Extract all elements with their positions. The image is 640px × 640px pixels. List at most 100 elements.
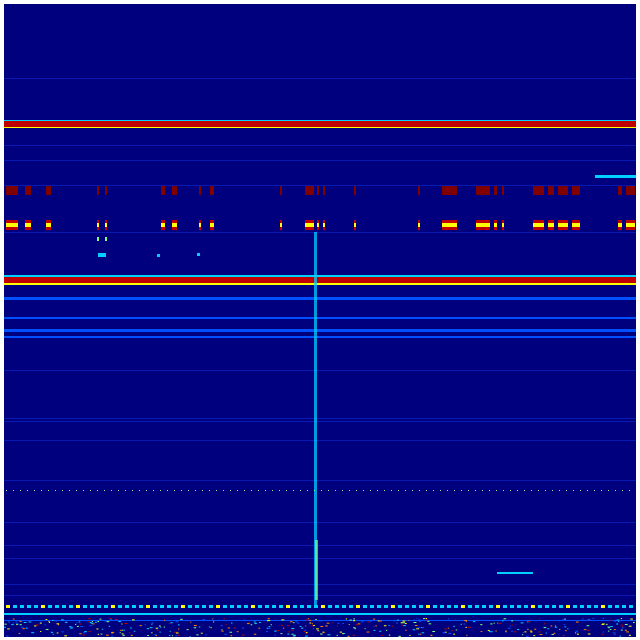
- noise-speck: [246, 623, 250, 625]
- noise-speck: [155, 635, 157, 637]
- noise-speck: [315, 618, 317, 620]
- noise-speck: [250, 624, 253, 626]
- noise-speck: [613, 629, 616, 631]
- noise-speck: [268, 626, 271, 628]
- faint-line: [4, 418, 636, 419]
- noise-speck: [180, 618, 183, 620]
- noise-speck: [352, 620, 356, 622]
- dot: [69, 490, 70, 491]
- blip: [105, 237, 107, 241]
- dot: [97, 490, 98, 491]
- noise-speck: [397, 619, 399, 621]
- noise-speck: [105, 634, 109, 636]
- noise-speck: [453, 633, 456, 635]
- dot: [489, 490, 490, 491]
- noise-speck: [205, 634, 207, 636]
- noise-speck: [270, 624, 272, 626]
- bottom-dot: [27, 605, 31, 608]
- burst-lower-core: [25, 223, 31, 227]
- noise-speck: [630, 618, 633, 620]
- noise-speck: [71, 626, 74, 628]
- noise-speck: [25, 627, 28, 629]
- bottom-dot: [223, 605, 227, 608]
- noise-speck: [212, 618, 214, 620]
- dot: [153, 490, 154, 491]
- dot: [370, 490, 371, 491]
- dot: [412, 490, 413, 491]
- noise-speck: [325, 625, 328, 627]
- noise-speck: [418, 633, 420, 635]
- faint-line: [4, 558, 636, 559]
- noise-speck: [567, 628, 569, 630]
- noise-speck: [332, 622, 334, 624]
- noise-speck: [31, 632, 35, 634]
- noise-speck: [534, 628, 537, 630]
- burst-upper: [199, 186, 201, 195]
- noise-speck: [509, 625, 511, 627]
- bottom-dot: [41, 605, 45, 608]
- noise-speck: [225, 624, 227, 626]
- burst-lower-core: [161, 223, 165, 227]
- noise-speck: [364, 628, 366, 630]
- noise-speck: [388, 624, 390, 626]
- bottom-dot: [426, 605, 430, 608]
- noise-speck: [200, 632, 203, 634]
- noise-speck: [280, 624, 283, 626]
- noise-speck: [614, 633, 616, 635]
- dot: [83, 490, 84, 491]
- burst-lower-core: [502, 223, 504, 227]
- noise-speck: [291, 633, 294, 635]
- noise-speck: [111, 631, 115, 633]
- bottom-dot: [363, 605, 367, 608]
- red-band: [4, 121, 636, 127]
- dash: [497, 572, 533, 574]
- noise-speck: [61, 631, 64, 633]
- dot: [580, 490, 581, 491]
- noise-speck: [253, 621, 256, 623]
- noise-speck: [175, 621, 179, 623]
- noise-speck: [348, 623, 350, 625]
- noise-speck: [69, 626, 72, 628]
- noise-speck: [147, 635, 149, 637]
- burst-upper: [25, 186, 31, 195]
- noise-speck: [76, 625, 79, 627]
- bottom-dot: [83, 605, 87, 608]
- noise-speck: [12, 618, 15, 620]
- burst-lower-core: [105, 223, 107, 227]
- noise-speck: [526, 635, 529, 637]
- noise-speck: [381, 634, 384, 636]
- noise-speck: [369, 620, 372, 622]
- noise-speck: [288, 631, 291, 633]
- bottom-dot: [314, 605, 318, 608]
- dot: [391, 490, 392, 491]
- noise-speck: [88, 631, 91, 633]
- bottom-dot: [34, 605, 38, 608]
- noise-speck: [104, 620, 107, 622]
- noise-speck: [89, 622, 92, 624]
- dot: [454, 490, 455, 491]
- noise-speck: [502, 618, 505, 620]
- bottom-dot: [209, 605, 213, 608]
- noise-speck: [511, 624, 513, 626]
- noise-speck: [121, 633, 124, 635]
- noise-speck: [588, 618, 591, 620]
- noise-speck: [34, 625, 37, 627]
- noise-speck: [529, 630, 533, 632]
- noise-speck: [56, 632, 59, 634]
- noise-speck: [130, 634, 133, 636]
- bottom-dot: [629, 605, 633, 608]
- noise-speck: [305, 625, 307, 627]
- noise-speck: [283, 627, 285, 629]
- noise-speck: [123, 629, 125, 631]
- noise-speck: [613, 634, 616, 636]
- faint-line: [4, 440, 636, 441]
- bottom-dot: [286, 605, 290, 608]
- bottom-dot: [594, 605, 598, 608]
- noise-speck: [367, 621, 370, 623]
- noise-speck: [193, 624, 197, 626]
- noise-speck: [624, 623, 628, 625]
- dot: [342, 490, 343, 491]
- noise-speck: [159, 631, 161, 633]
- noise-speck: [259, 622, 261, 624]
- noise-speck: [451, 630, 453, 632]
